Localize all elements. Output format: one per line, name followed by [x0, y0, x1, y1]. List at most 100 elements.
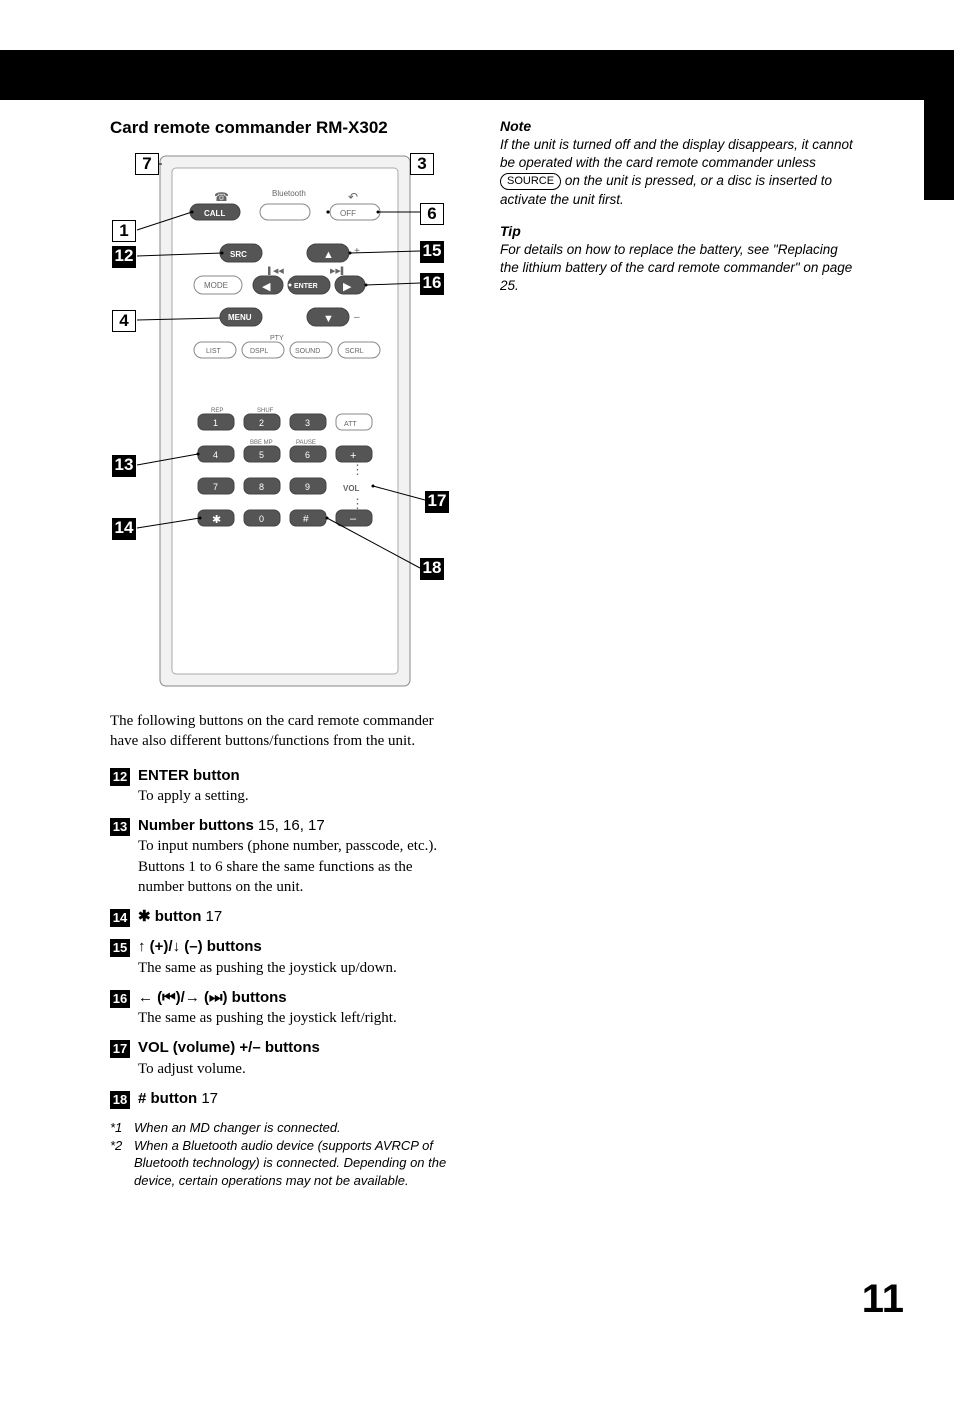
svg-text:Bluetooth: Bluetooth: [272, 189, 306, 198]
item-pages: 17: [197, 1090, 218, 1107]
item-body: Number buttons 15, 16, 17 To input number…: [138, 816, 460, 897]
tip-text: For details on how to replace the batter…: [500, 241, 860, 296]
callout-7: 7: [135, 153, 159, 175]
callout-13: 13: [112, 455, 136, 477]
item-num: 12: [110, 768, 130, 786]
svg-text:▶: ▶: [343, 281, 352, 293]
item-num: 16: [110, 990, 130, 1008]
svg-text:BBE MP: BBE MP: [250, 440, 273, 446]
svg-text:⋮: ⋮: [351, 496, 364, 511]
remote-svg: ☎ Bluetooth ↶ CALL OFF SRC ▲ +: [110, 148, 460, 693]
svg-text:DSPL: DSPL: [250, 348, 268, 355]
svg-text:ATT: ATT: [344, 421, 357, 428]
callout-12: 12: [112, 246, 136, 268]
intro-text: The following buttons on the card remote…: [110, 711, 460, 752]
note-text-1: If the unit is turned off and the displa…: [500, 137, 853, 170]
item-label: # button: [138, 1090, 197, 1107]
item-16: 16 ← (⏮)/→ (⏭) buttons The same as pushing…: [110, 988, 460, 1029]
page-number: 11: [862, 1277, 904, 1322]
svg-text:1: 1: [213, 418, 218, 428]
svg-text:3: 3: [305, 418, 310, 428]
svg-text:⋮: ⋮: [351, 462, 364, 477]
svg-text:–: –: [350, 513, 357, 525]
item-label: Number buttons: [138, 817, 254, 834]
footnotes: *1When an MD changer is connected.*2When…: [110, 1119, 460, 1189]
footnote: *2When a Bluetooth audio device (support…: [110, 1137, 460, 1190]
item-13: 13 Number buttons 15, 16, 17 To input numb…: [110, 816, 460, 897]
item-desc: To input numbers (phone number, passcode…: [138, 836, 460, 856]
svg-text:#: #: [303, 514, 309, 525]
page-edge-marker: [924, 50, 954, 200]
left-column: Card remote commander RM-X302 ☎ Bluetoot…: [110, 100, 460, 1189]
svg-text:▶▶▌: ▶▶▌: [330, 266, 346, 276]
svg-text:6: 6: [305, 450, 310, 460]
footnote-marker: *2: [110, 1137, 128, 1190]
item-body: # button 17: [138, 1089, 218, 1109]
item-body: ENTER button To apply a setting.: [138, 766, 249, 807]
svg-text:2: 2: [259, 418, 264, 428]
svg-text:☎: ☎: [214, 190, 229, 204]
item-label: ↑ (+)/↓ (–) buttons: [138, 938, 262, 955]
item-desc: Buttons 1 to 6 share the same functions …: [138, 857, 460, 898]
callout-6: 6: [420, 203, 444, 225]
item-body: ✱ button 17: [138, 907, 222, 927]
svg-text:SCRL: SCRL: [345, 348, 364, 355]
svg-text:LIST: LIST: [206, 348, 222, 355]
svg-text:ENTER: ENTER: [294, 283, 318, 290]
item-label: VOL (volume) +/– buttons: [138, 1039, 320, 1056]
svg-text:7: 7: [213, 482, 218, 492]
svg-text:▌◀◀: ▌◀◀: [268, 266, 284, 276]
svg-text:↶: ↶: [348, 190, 358, 204]
svg-text:+: +: [350, 450, 356, 462]
callout-14: 14: [112, 518, 136, 540]
header-black-bar: [0, 50, 954, 100]
callout-17: 17: [425, 491, 449, 513]
svg-text:5: 5: [259, 450, 264, 460]
svg-text:CALL: CALL: [204, 209, 225, 218]
item-desc: To adjust volume.: [138, 1059, 320, 1079]
section-heading: Card remote commander RM-X302: [110, 118, 460, 138]
note-text: If the unit is turned off and the displa…: [500, 136, 860, 209]
svg-text:0: 0: [259, 514, 264, 524]
item-12: 12 ENTER button To apply a setting.: [110, 766, 460, 807]
item-label: ENTER button: [138, 767, 240, 784]
svg-text:9: 9: [305, 482, 310, 492]
item-label: ✱ button: [138, 908, 201, 925]
callout-4: 4: [112, 310, 136, 332]
item-num: 13: [110, 818, 130, 836]
item-num: 15: [110, 939, 130, 957]
item-pages: 17: [201, 908, 222, 925]
item-14: 14 ✱ button 17: [110, 907, 460, 927]
callout-16: 16: [420, 273, 444, 295]
footnote-text: When an MD changer is connected.: [134, 1119, 341, 1137]
callout-15: 15: [420, 241, 444, 263]
item-body: VOL (volume) +/– buttons To adjust volume…: [138, 1038, 320, 1079]
tip-heading: Tip: [500, 223, 860, 239]
item-list: 12 ENTER button To apply a setting. 13 Numbe…: [110, 766, 460, 1110]
svg-text:SRC: SRC: [230, 250, 247, 259]
item-desc: To apply a setting.: [138, 786, 249, 806]
svg-text:REP: REP: [211, 408, 223, 414]
note-heading: Note: [500, 118, 860, 134]
item-desc: The same as pushing the joystick up/down…: [138, 958, 397, 978]
item-pages: 15, 16, 17: [254, 817, 325, 834]
svg-text:◀: ◀: [262, 281, 271, 293]
item-body: ← (⏮)/→ (⏭) buttons The same as pushing t…: [138, 988, 397, 1029]
item-num: 18: [110, 1091, 130, 1109]
source-pill: SOURCE: [500, 173, 561, 190]
svg-text:–: –: [354, 312, 360, 323]
callout-3: 3: [410, 153, 434, 175]
svg-text:OFF: OFF: [340, 209, 356, 218]
item-desc: The same as pushing the joystick left/ri…: [138, 1008, 397, 1028]
item-15: 15 ↑ (+)/↓ (–) buttons The same as pushing…: [110, 937, 460, 978]
item-body: ↑ (+)/↓ (–) buttons The same as pushing t…: [138, 937, 397, 978]
svg-text:MODE: MODE: [204, 281, 228, 290]
callout-18: 18: [420, 558, 444, 580]
svg-text:SOUND: SOUND: [295, 348, 320, 355]
item-18: 18 # button 17: [110, 1089, 460, 1109]
item-label: ← (⏮)/→ (⏭) buttons: [138, 989, 287, 1006]
footnote-text: When a Bluetooth audio device (supports …: [134, 1137, 460, 1190]
svg-text:+: +: [354, 246, 360, 257]
item-num: 17: [110, 1040, 130, 1058]
svg-text:PTY: PTY: [270, 335, 284, 342]
